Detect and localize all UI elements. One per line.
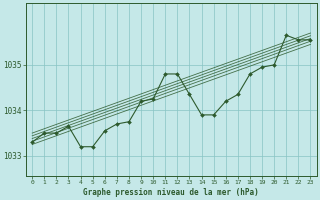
X-axis label: Graphe pression niveau de la mer (hPa): Graphe pression niveau de la mer (hPa) <box>84 188 259 197</box>
